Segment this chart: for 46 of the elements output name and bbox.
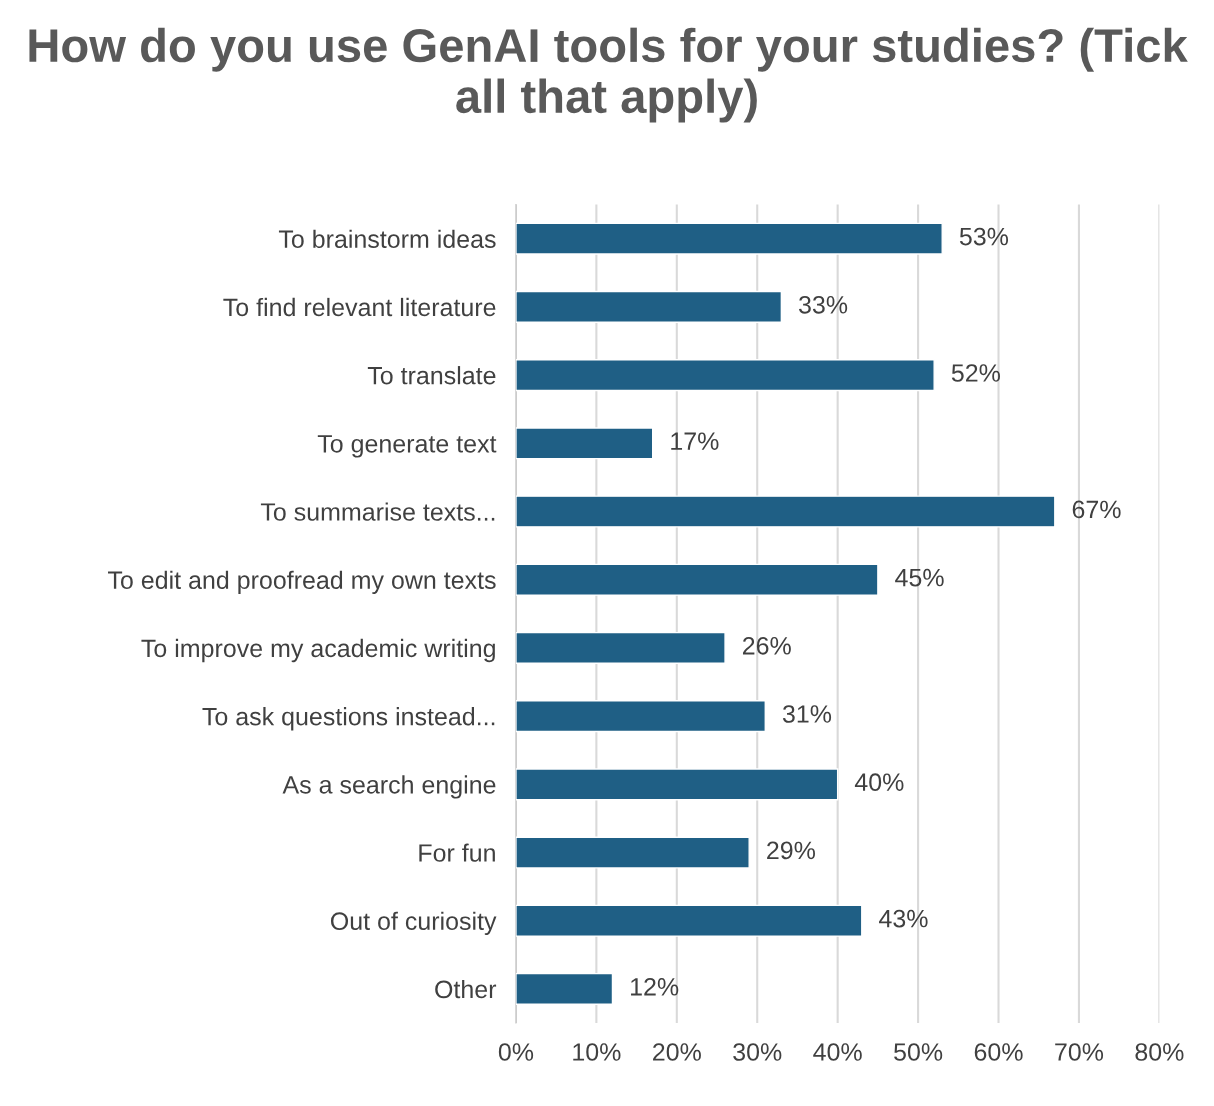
bar [515, 904, 863, 937]
data-label: 31% [782, 705, 832, 723]
y-tick-label: As a search engine [282, 775, 496, 799]
data-label: 17% [671, 432, 719, 450]
data-label: 45% [895, 568, 944, 587]
bar [515, 631, 726, 664]
bar [515, 495, 1056, 528]
x-tick-label: 70% [1055, 1043, 1104, 1061]
bar [515, 359, 935, 392]
data-label: 40% [854, 773, 904, 792]
data-label: 33% [798, 295, 848, 314]
x-tick-label: 60% [974, 1043, 1023, 1061]
y-tick-label: To edit and proofread my own texts [108, 570, 496, 594]
x-tick-label: 50% [894, 1043, 943, 1061]
y-tick-label: To generate text [317, 435, 497, 458]
y-tick-label: To improve my academic writing [141, 638, 495, 663]
data-label: 12% [631, 977, 679, 996]
y-tick-label: Out of curiosity [330, 911, 497, 935]
data-label: 53% [959, 227, 1009, 246]
bar [515, 563, 879, 596]
bar [515, 768, 839, 801]
data-label: 67% [1072, 500, 1121, 519]
data-label: 26% [742, 636, 791, 655]
data-label: 52% [951, 364, 1000, 382]
y-tick-label: To brainstorm ideas [278, 229, 496, 249]
bar [515, 700, 766, 733]
x-tick-label: 10% [573, 1043, 621, 1061]
bar [515, 427, 654, 460]
x-tick-label: 40% [813, 1043, 862, 1061]
y-tick-label: To find relevant literature [223, 297, 496, 317]
y-tick-label: For fun [419, 843, 495, 862]
x-tick-label: 20% [653, 1043, 701, 1061]
data-label: 43% [879, 909, 928, 928]
y-tick-label: To ask questions instead... [202, 707, 495, 731]
bar [515, 836, 750, 869]
x-tick-label: 30% [733, 1043, 782, 1061]
y-tick-label: To summarise texts... [260, 502, 495, 521]
x-tick-label: 80% [1135, 1043, 1184, 1061]
bar [515, 972, 614, 1005]
y-tick-label: To translate [367, 366, 496, 385]
y-tick-label: Other [435, 979, 497, 999]
bar [515, 222, 943, 255]
x-tick-label: 0% [498, 1043, 534, 1061]
bar [515, 290, 783, 323]
data-label: 29% [767, 841, 815, 860]
chart-title: How do you use GenAI tools for your studies? (Tick all that apply) [29, 27, 1188, 123]
